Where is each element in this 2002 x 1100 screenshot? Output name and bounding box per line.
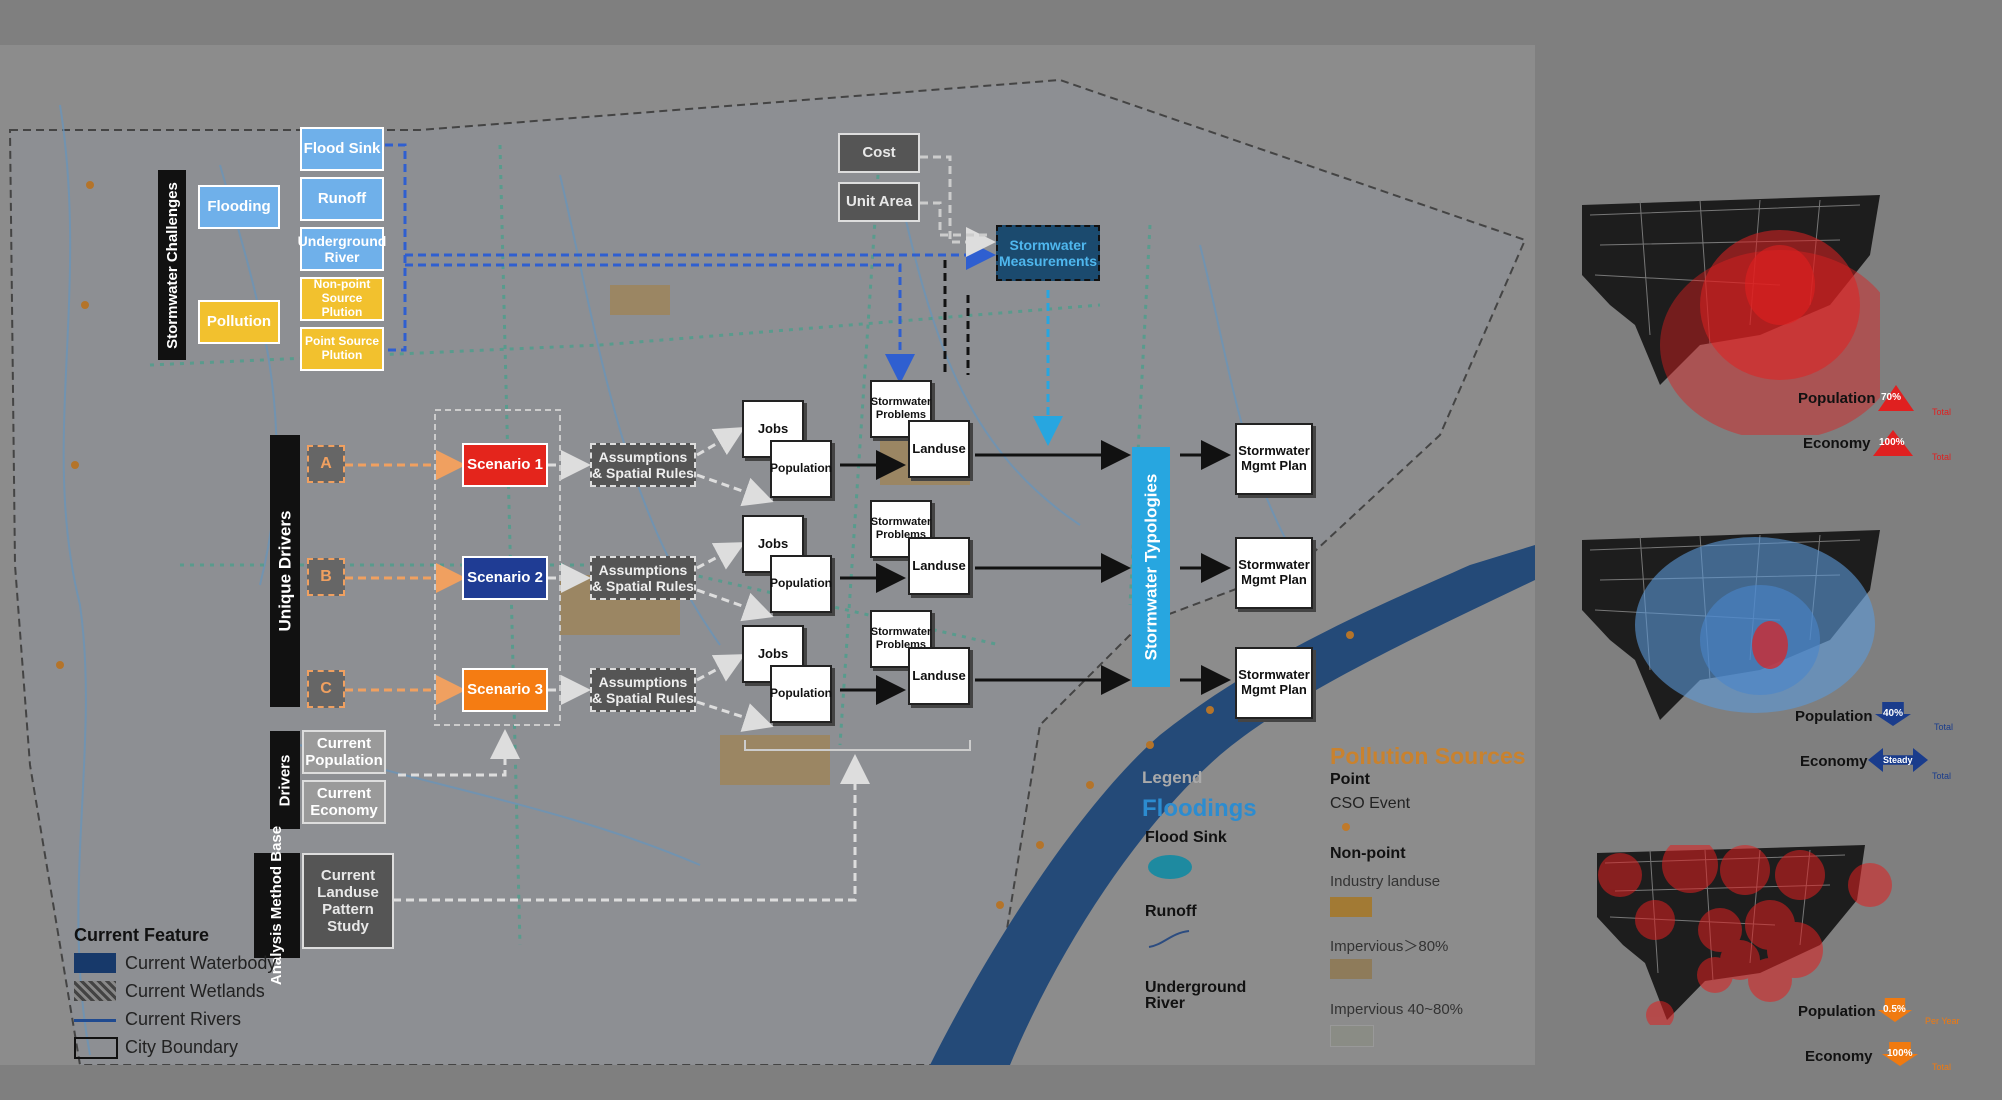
stormwater-typologies-bar: Stormwater Typologies [1132, 447, 1170, 687]
pollution-sources-title: Pollution Sources [1330, 743, 1526, 769]
industry-swatch [1330, 897, 1372, 917]
legend-runoff: Runoff [1145, 903, 1197, 920]
population-box-2: Population [770, 555, 832, 613]
population-box-3: Population [770, 665, 832, 723]
s1-population-value: 70% [1881, 392, 1902, 403]
analysis-method-label: Analysis Method Base [254, 826, 300, 985]
driver-c: C [307, 670, 345, 708]
wetlands-label: Current Wetlands [125, 981, 265, 1001]
mgmt-plan-box-2: Stormwater Mgmt Plan [1235, 537, 1313, 609]
underground-river-box: Underground River [298, 227, 386, 271]
legend-point: Point [1330, 771, 1370, 788]
s2-population-value: 40% [1883, 708, 1904, 719]
landuse-box-2: Landuse [908, 537, 970, 595]
rivers-swatch [74, 1019, 116, 1022]
current-economy-box: Current Economy [302, 780, 386, 824]
legend-industry: Industry landuse [1330, 873, 1441, 890]
scenario-2-box: Scenario 2 [462, 556, 548, 600]
mgmt-plan-box-1: Stormwater Mgmt Plan [1235, 423, 1313, 495]
mgmt-plan-box-3: Stormwater Mgmt Plan [1235, 647, 1313, 719]
s1-population-label: Population [1798, 390, 1876, 407]
s1-economy-arrow [1873, 430, 1913, 456]
boundary-label: City Boundary [125, 1037, 239, 1057]
legend-cso-event: CSO Event [1330, 795, 1411, 812]
s1-economy-value: 100% [1879, 437, 1905, 448]
boundary-swatch [74, 1037, 118, 1059]
s1-population-arrow [1878, 385, 1914, 411]
assumptions-box-1: Assumptions & Spatial Rules [590, 443, 696, 487]
landuse-pattern-study-box: Current Landuse Pattern Study [302, 853, 394, 949]
s3-economy-value: 100% [1887, 1048, 1913, 1059]
stormwater-challenges-label: Stormwater Challenges [158, 170, 186, 360]
s1-economy-total: Total [1932, 452, 1952, 462]
impervious-80-swatch [1330, 959, 1372, 979]
map-panel: Stormwater Challenges Flooding Pollution… [0, 45, 1535, 1065]
scenario-1-map [1582, 195, 1880, 435]
s3-population-label: Population [1798, 1003, 1876, 1020]
legend-title: Legend [1142, 768, 1203, 787]
runoff-box: Runoff [300, 177, 384, 221]
s2-economy-value: Steady [1883, 755, 1913, 765]
assumptions-box-2: Assumptions & Spatial Rules [590, 556, 696, 600]
flood-sink-box: Flood Sink [300, 127, 384, 171]
scenario-3-box: Scenario 3 [462, 668, 548, 712]
waterbody-label: Current Waterbody [125, 953, 277, 973]
point-source-box: Point Source Plution [300, 327, 384, 371]
s3-population-total: Per Year [1925, 1016, 1960, 1026]
legend-impervious-80: Impervious＞80% [1330, 938, 1449, 955]
assumptions-box-3: Assumptions & Spatial Rules [590, 668, 696, 712]
driver-a: A [307, 445, 345, 483]
current-feature-title: Current Feature [74, 925, 210, 945]
s3-population-value: 0.5% [1883, 1004, 1906, 1015]
legend-underground-river: Underground River [1145, 979, 1247, 1012]
s2-economy-total: Total [1932, 771, 1952, 781]
runoff-swatch [1148, 930, 1190, 948]
cso-swatch [1342, 823, 1350, 831]
population-box-1: Population [770, 440, 832, 498]
legend-flood-sink: Flood Sink [1145, 829, 1227, 846]
current-population-box: Current Population [302, 730, 386, 774]
impervious-40-swatch [1330, 1025, 1374, 1047]
nonpoint-source-box: Non-point Source Plution [300, 277, 384, 321]
scenario-3-map [1597, 845, 1892, 1025]
cost-box: Cost [838, 133, 920, 173]
s1-economy-label: Economy [1803, 435, 1871, 452]
scenario-1-box: Scenario 1 [462, 443, 548, 487]
flow-arrows [345, 143, 1231, 902]
scenario-2-map [1582, 530, 1880, 720]
flood-sink-swatch [1148, 855, 1192, 879]
waterbody-swatch [74, 953, 116, 973]
wetlands-swatch [74, 981, 116, 1001]
legend-impervious-40: Impervious 40~80% [1330, 1001, 1463, 1018]
river-waterbody [930, 545, 1535, 1065]
s2-population-label: Population [1795, 708, 1873, 725]
floodings-title: Floodings [1142, 795, 1257, 822]
unique-drivers-label: Unique Drivers [270, 435, 300, 707]
s2-population-total: Total [1934, 722, 1954, 732]
s3-economy-label: Economy [1805, 1048, 1873, 1065]
s1-population-total: Total [1932, 407, 1952, 417]
s3-economy-total: Total [1932, 1062, 1952, 1072]
rivers-label: Current Rivers [125, 1009, 242, 1029]
unit-area-box: Unit Area [838, 182, 920, 222]
stormwater-problems-box-1: Stormwater Problems [870, 380, 932, 438]
pollution-box: Pollution [198, 300, 280, 344]
s2-economy-label: Economy [1800, 753, 1868, 770]
landuse-box-1: Landuse [908, 420, 970, 478]
drivers-label: Drivers [270, 731, 300, 829]
driver-b: B [307, 558, 345, 596]
stormwater-problems-box-3: Stormwater Problems [870, 610, 932, 668]
legend-nonpoint: Non-point [1330, 845, 1406, 862]
stormwater-measurements-box: Stormwater Measurements [996, 225, 1100, 281]
landuse-box-3: Landuse [908, 647, 970, 705]
flooding-box: Flooding [198, 185, 280, 229]
